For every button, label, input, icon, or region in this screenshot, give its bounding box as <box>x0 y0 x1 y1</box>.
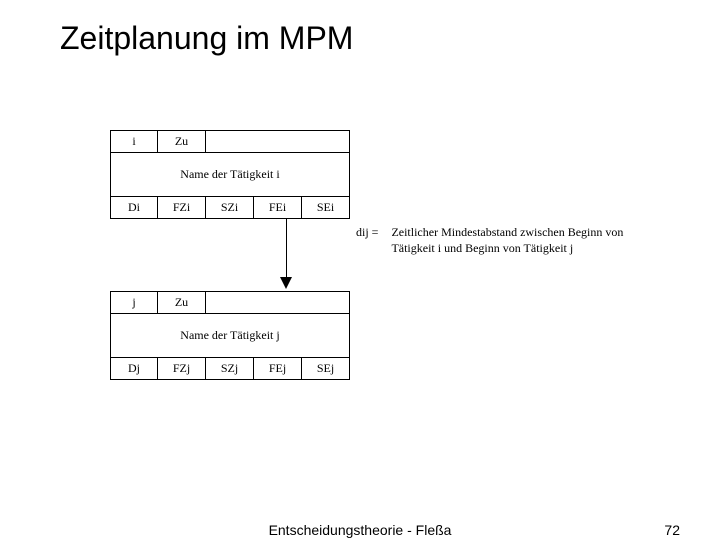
cell-i-d: Di <box>110 197 158 219</box>
mpm-box-i: i Zu Name der Tätigkeit i Di FZi SZi FEi… <box>110 130 350 219</box>
cell-i-fz: FZi <box>158 197 206 219</box>
cell-j-zu: Zu <box>158 291 206 314</box>
cell-j-fz: FZj <box>158 358 206 380</box>
page-title: Zeitplanung im MPM <box>60 20 353 57</box>
mpm-box-j: j Zu Name der Tätigkeit j Dj FZj SZj FEj… <box>110 291 350 380</box>
cell-j-se: SEj <box>302 358 350 380</box>
arrow-line <box>286 219 287 277</box>
cell-j-d: Dj <box>110 358 158 380</box>
cell-i-sz: SZi <box>206 197 254 219</box>
cell-j-index: j <box>110 291 158 314</box>
dij-description: Zeitlicher Mindestabstand zwischen Begin… <box>391 225 641 256</box>
mpm-diagram: i Zu Name der Tätigkeit i Di FZi SZi FEi… <box>110 130 610 380</box>
cell-i-index: i <box>110 130 158 153</box>
arrow-container: dij = Zeitlicher Mindestabstand zwischen… <box>110 219 410 291</box>
cell-i-zu: Zu <box>158 130 206 153</box>
cell-i-se: SEi <box>302 197 350 219</box>
cell-i-fe: FEi <box>254 197 302 219</box>
footer-page-number: 72 <box>664 522 680 538</box>
cell-j-sz: SZj <box>206 358 254 380</box>
cell-j-name: Name der Tätigkeit j <box>110 314 350 358</box>
dij-eq: dij = <box>356 225 378 240</box>
cell-j-fe: FEj <box>254 358 302 380</box>
cell-j-blank <box>206 291 350 314</box>
dij-label: dij = Zeitlicher Mindestabstand zwischen… <box>356 225 656 256</box>
cell-i-name: Name der Tätigkeit i <box>110 153 350 197</box>
footer-center-text: Entscheidungstheorie - Fleßa <box>0 522 720 538</box>
arrow-head-icon <box>280 277 292 289</box>
cell-i-blank <box>206 130 350 153</box>
